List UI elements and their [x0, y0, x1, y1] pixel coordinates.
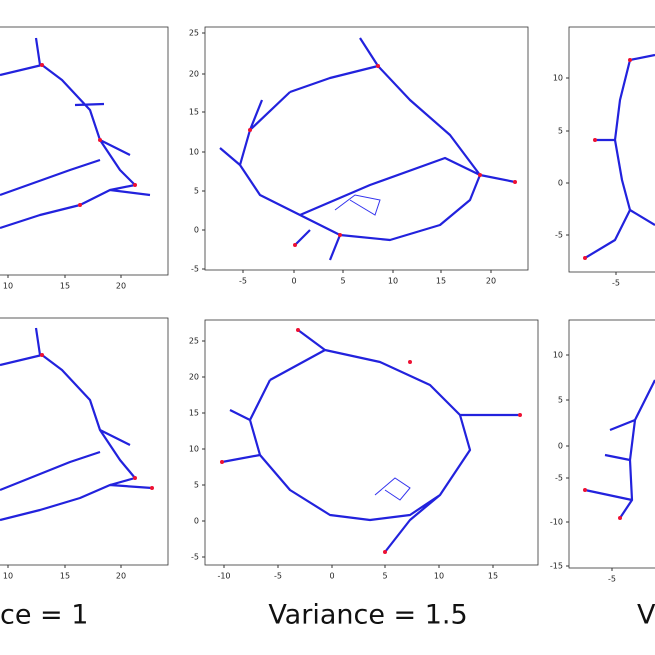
y-tick-label: 15 — [189, 409, 199, 418]
x-tick-label: 0 — [329, 572, 334, 581]
track — [0, 327, 153, 522]
y-tick-label: 20 — [189, 373, 199, 382]
y-tick-label: 5 — [194, 187, 199, 196]
panel: 10 15 20 — [0, 317, 169, 581]
x-tick-label: 10 — [3, 572, 13, 581]
y-tick-label: -10 — [550, 518, 563, 527]
x-tick-label: 15 — [60, 282, 70, 291]
y-tick-label: -15 — [550, 562, 563, 571]
x-tick-label: 20 — [116, 282, 126, 291]
y-tick-label: 5 — [194, 481, 199, 490]
x-tick-label: -10 — [217, 572, 230, 581]
x-tick-label: 0 — [291, 277, 296, 286]
x-tick-label: 15 — [488, 572, 498, 581]
x-tick-label: 10 — [3, 282, 13, 291]
tracks — [0, 37, 655, 554]
caption: V — [637, 600, 655, 631]
track — [584, 53, 655, 259]
track — [0, 37, 151, 230]
panel: -5 10 5 0 -5 — [553, 26, 655, 288]
panel: -5 10 5 0 -5 -10 -15 — [550, 319, 655, 584]
plot-frame — [0, 26, 169, 276]
plot-frame — [568, 26, 655, 273]
track — [584, 379, 655, 519]
y-tick-label: 25 — [189, 337, 199, 346]
x-tick-label: 5 — [382, 572, 387, 581]
y-tick-label: 20 — [189, 70, 199, 79]
caption: Variance = 1.5 — [268, 600, 467, 631]
y-tick-label: 0 — [558, 179, 563, 188]
y-tick-label: 10 — [189, 148, 199, 157]
y-tick-label: 10 — [553, 351, 563, 360]
y-tick-label: 25 — [189, 29, 199, 38]
y-tick-label: 5 — [558, 396, 563, 405]
x-tick-label: 5 — [340, 277, 345, 286]
x-tick-label: -5 — [239, 277, 247, 286]
y-tick-label: -5 — [191, 553, 199, 562]
y-tick-label: 10 — [189, 445, 199, 454]
y-tick-label: 0 — [558, 442, 563, 451]
plot-frame — [204, 26, 529, 271]
loop — [374, 477, 411, 501]
panel: 10 15 20 — [0, 26, 169, 291]
y-tick-label: 0 — [194, 517, 199, 526]
x-tick-label: -5 — [612, 279, 620, 288]
x-tick-label: -5 — [274, 572, 282, 581]
x-tick-label: 20 — [486, 277, 496, 286]
y-tick-label: -5 — [191, 265, 199, 274]
y-tick-label: 5 — [558, 127, 563, 136]
x-tick-label: 10 — [388, 277, 398, 286]
y-tick-label: -5 — [555, 231, 563, 240]
panel: -10 -5 0 5 10 15 25 20 15 10 5 0 -5 — [189, 319, 539, 581]
loop — [334, 194, 381, 216]
x-tick-label: -5 — [608, 575, 616, 584]
y-tick-label: 15 — [189, 108, 199, 117]
plot-frame — [0, 317, 169, 566]
nodes — [40, 58, 632, 554]
track — [221, 329, 520, 553]
panel: -5 0 5 10 15 20 25 20 15 10 5 0 -5 — [189, 26, 529, 286]
plot-frame — [204, 319, 539, 566]
x-tick-label: 10 — [434, 572, 444, 581]
y-tick-label: -5 — [555, 474, 563, 483]
caption: ce = 1 — [0, 600, 88, 631]
x-tick-label: 15 — [60, 572, 70, 581]
x-tick-label: 15 — [436, 277, 446, 286]
y-tick-label: 10 — [553, 74, 563, 83]
y-tick-label: 0 — [194, 226, 199, 235]
track — [219, 37, 516, 261]
x-tick-label: 20 — [116, 572, 126, 581]
plot-frame — [568, 319, 655, 569]
